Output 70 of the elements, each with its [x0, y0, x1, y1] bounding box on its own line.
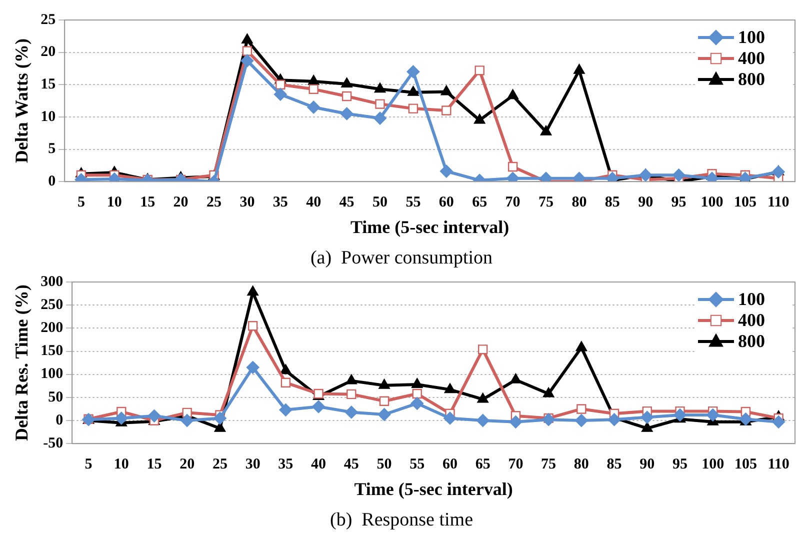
- y-tick-label: 200: [40, 320, 64, 336]
- x-tick-label: 35: [278, 456, 294, 472]
- x-axis-title: Time (5-sec interval): [350, 217, 510, 238]
- y-tick-label: -50: [43, 435, 64, 452]
- x-tick-label: 100: [700, 194, 724, 210]
- x-tick-label: 45: [344, 456, 359, 472]
- x-axis-title: Time (5-sec interval): [354, 479, 513, 500]
- x-tick-label: 35: [272, 194, 288, 210]
- y-tick-label: 100: [40, 366, 64, 382]
- x-tick-label: 10: [106, 194, 122, 210]
- legend-label: 100: [738, 27, 765, 48]
- x-tick-label: 40: [306, 194, 322, 210]
- x-tick-label: 5: [77, 194, 85, 210]
- x-tick-label: 25: [212, 456, 228, 472]
- x-tick-label: 70: [508, 456, 524, 472]
- x-tick-label: 15: [146, 456, 162, 472]
- x-tick-label: 100: [702, 456, 724, 472]
- y-tick-label: 25: [40, 12, 56, 28]
- x-tick-label: 10: [114, 456, 129, 472]
- text: (a) Power consumption: [310, 248, 494, 269]
- x-tick-label: 25: [206, 194, 222, 210]
- x-tick-label: 105: [734, 194, 756, 210]
- x-tick-label: 50: [376, 456, 392, 472]
- x-tick-label: 70: [505, 194, 520, 210]
- x-tick-label: 40: [311, 456, 326, 472]
- legend-label: 400: [738, 48, 765, 68]
- x-tick-label: 5: [84, 456, 92, 472]
- y-tick-label: 150: [40, 343, 64, 360]
- x-tick-label: 75: [538, 194, 554, 210]
- x-tick-label: 85: [606, 456, 622, 472]
- x-tick-label: 95: [672, 456, 688, 472]
- x-tick-label: 110: [768, 456, 790, 472]
- x-tick-label: 60: [442, 456, 458, 472]
- y-axis-title: Delta Res. Time (%): [11, 284, 32, 441]
- y-tick-label: 300: [40, 274, 64, 290]
- legend-label: 800: [738, 69, 765, 90]
- y-axis-title: Delta Watts (%): [11, 38, 32, 164]
- x-tick-label: 55: [410, 456, 425, 472]
- x-tick-label: 65: [472, 194, 488, 210]
- y-tick-label: 10: [40, 108, 56, 125]
- y-tick-label: 0: [56, 412, 64, 428]
- x-tick-label: 65: [475, 456, 490, 472]
- x-tick-label: 80: [574, 456, 589, 472]
- x-tick-label: 30: [240, 194, 255, 210]
- y-tick-label: 0: [48, 173, 56, 190]
- x-tick-label: 85: [604, 194, 620, 210]
- x-tick-label: 30: [245, 456, 260, 472]
- x-tick-label: 60: [438, 194, 454, 210]
- x-tick-label: 80: [572, 194, 587, 210]
- legend-label: 100: [738, 289, 765, 310]
- x-tick-label: 15: [140, 194, 156, 210]
- y-tick-label: 250: [40, 296, 64, 313]
- x-tick-label: 75: [541, 456, 556, 472]
- x-tick-label: 110: [768, 194, 790, 210]
- text: (b) Response time: [330, 510, 474, 531]
- x-tick-label: 50: [372, 194, 388, 210]
- y-tick-label: 50: [48, 389, 64, 406]
- y-tick-label: 15: [40, 76, 56, 93]
- x-tick-label: 105: [734, 456, 757, 472]
- y-tick-label: 5: [48, 141, 56, 158]
- x-tick-label: 45: [339, 194, 354, 210]
- x-tick-label: 90: [640, 456, 655, 472]
- legend-label: 400: [738, 310, 765, 330]
- x-tick-label: 20: [173, 194, 188, 210]
- x-tick-label: 20: [180, 456, 195, 472]
- legend-label: 800: [738, 331, 765, 352]
- x-tick-label: 55: [406, 194, 421, 210]
- x-tick-label: 95: [671, 194, 686, 210]
- y-tick-label: 20: [40, 44, 56, 60]
- x-tick-label: 90: [638, 194, 654, 210]
